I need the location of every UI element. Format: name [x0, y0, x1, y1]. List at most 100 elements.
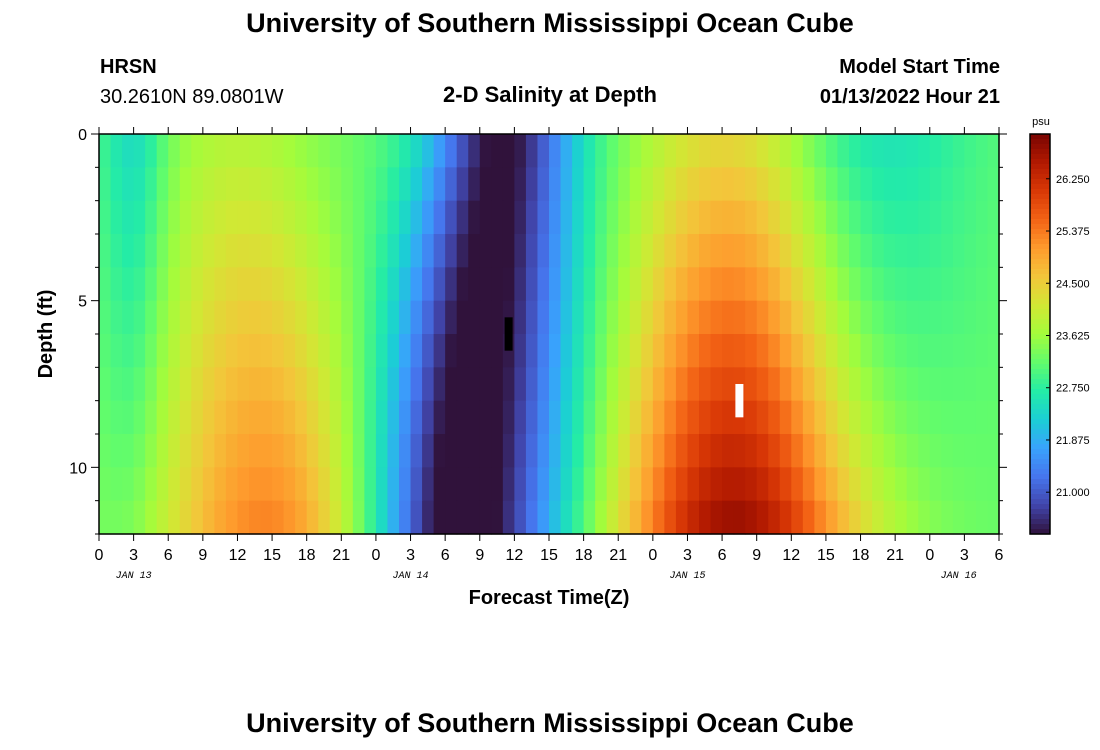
heatmap-cell	[168, 267, 181, 302]
heatmap-cell	[814, 200, 827, 235]
heatmap-cell	[225, 367, 239, 402]
heatmap-cell	[941, 500, 954, 535]
heatmap-cell	[825, 334, 839, 368]
heatmap-cell	[595, 167, 608, 202]
heatmap-cell	[537, 200, 550, 235]
heatmap-cell	[595, 467, 608, 502]
heatmap-cell	[456, 267, 469, 302]
colorbar-segment	[1030, 389, 1050, 395]
colorbar-segment	[1030, 254, 1050, 260]
heatmap-cell	[237, 167, 250, 202]
heatmap-cell	[514, 267, 527, 302]
heatmap-cell	[237, 200, 250, 235]
heatmap-cell	[168, 500, 181, 535]
heatmap-cell	[191, 334, 204, 368]
heatmap-cell	[202, 500, 215, 535]
heatmap-cell	[225, 434, 239, 468]
heatmap-cell	[272, 267, 285, 302]
heatmap-cell	[191, 167, 204, 202]
heatmap-cell	[237, 400, 250, 435]
colorbar-segment	[1030, 514, 1050, 520]
heatmap-cell	[699, 200, 712, 235]
heatmap-cell	[525, 267, 539, 302]
heatmap-cell	[352, 167, 365, 202]
heatmap-cell	[202, 267, 215, 302]
heatmap-cell	[629, 367, 642, 402]
heatmap-cell	[433, 134, 446, 168]
heatmap-cell	[802, 467, 815, 502]
heatmap-cell	[433, 300, 446, 335]
heatmap-cell	[779, 334, 792, 368]
heatmap-cell	[468, 434, 481, 468]
heatmap-cell	[364, 134, 377, 168]
heatmap-cell	[664, 134, 677, 168]
heatmap-cell	[145, 234, 158, 268]
heatmap-cell	[941, 267, 954, 302]
heatmap-cell	[318, 334, 331, 368]
heatmap-cell	[756, 167, 769, 202]
x-tick-label: 15	[540, 547, 558, 564]
heatmap-cell	[918, 200, 931, 235]
heatmap-cell	[687, 467, 700, 502]
x-tick-label: 9	[752, 547, 761, 564]
heatmap-cell	[179, 234, 192, 268]
heatmap-cell	[422, 367, 435, 402]
heatmap-cell	[283, 200, 296, 235]
heatmap-cell	[687, 134, 700, 168]
heatmap-cell	[549, 500, 562, 535]
heatmap-cell	[479, 500, 492, 535]
heatmap-cell	[225, 400, 239, 435]
heatmap-cell	[110, 167, 123, 202]
heatmap-cell	[745, 400, 758, 435]
colorbar-tick-label: 24.500	[1056, 278, 1090, 290]
heatmap-cell	[249, 334, 262, 368]
heatmap-cell	[756, 400, 769, 435]
heatmap-cell	[549, 400, 562, 435]
colorbar-tick-label: 25.375	[1056, 226, 1090, 238]
heatmap-cell	[525, 400, 539, 435]
heatmap-cell	[675, 300, 689, 335]
colorbar-segment	[1030, 269, 1050, 275]
heatmap-cell	[687, 234, 700, 268]
heatmap-cell	[572, 200, 585, 235]
heatmap-cell	[387, 367, 400, 402]
heatmap-cell	[456, 134, 469, 168]
heatmap-cell	[168, 334, 181, 368]
heatmap-cell	[883, 500, 896, 535]
heatmap-cell	[237, 267, 250, 302]
heatmap-cell	[964, 400, 977, 435]
colorbar-segment	[1030, 179, 1050, 185]
heatmap-cell	[99, 467, 112, 502]
heatmap-cell	[537, 367, 550, 402]
heatmap-cell	[445, 234, 458, 268]
heatmap-cell	[410, 267, 423, 302]
heatmap-cell	[941, 234, 954, 268]
heatmap-cell	[849, 134, 862, 168]
heatmap-cell	[929, 200, 942, 235]
heatmap-cell	[699, 467, 712, 502]
heatmap-cell	[145, 300, 158, 335]
heatmap-cell	[952, 500, 965, 535]
heatmap-cell	[791, 400, 804, 435]
heatmap-cell	[145, 467, 158, 502]
heatmap-cell	[479, 400, 492, 435]
heatmap-cell	[272, 434, 285, 468]
heatmap-cell	[849, 467, 862, 502]
heatmap-cell	[99, 167, 112, 202]
heatmap-cell	[618, 234, 631, 268]
heatmap-cell	[814, 467, 827, 502]
heatmap-cell	[606, 467, 619, 502]
heatmap-cell	[249, 400, 262, 435]
heatmap-cell	[652, 200, 665, 235]
heatmap-cell	[179, 500, 192, 535]
heatmap-cell	[929, 400, 942, 435]
heatmap-cell	[837, 500, 850, 535]
heatmap-cell	[306, 467, 319, 502]
heatmap-cell	[352, 400, 365, 435]
heatmap-cell	[652, 434, 665, 468]
heatmap-cell	[410, 134, 423, 168]
heatmap-cell	[583, 134, 596, 168]
heatmap-cell	[387, 200, 400, 235]
colorbar-segment	[1030, 454, 1050, 460]
heatmap-cell	[306, 367, 319, 402]
